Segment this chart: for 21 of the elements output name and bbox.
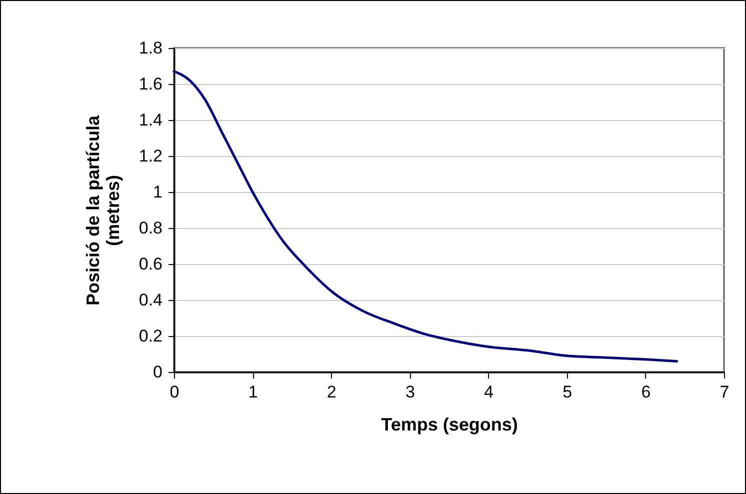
y-axis-title: Posició de la partícula (metres)	[82, 114, 123, 306]
x-tick-label: 1	[248, 382, 258, 402]
y-tick-label: 1.8	[138, 38, 162, 58]
y-tick-label: 1.6	[138, 74, 162, 94]
y-tick-label: 0.4	[138, 290, 162, 310]
x-tick-label: 5	[562, 382, 572, 402]
y-tick-label: 0	[153, 362, 162, 382]
line-series	[172, 70, 678, 362]
y-tick-label: 0.6	[138, 254, 162, 274]
y-tick-label: 1.4	[138, 110, 162, 130]
x-tick-label: 2	[326, 382, 336, 402]
x-tick-label: 7	[720, 382, 730, 402]
x-tick-label: 0	[170, 382, 180, 402]
y-tick-label: 1	[153, 182, 162, 202]
y-tick-label: 1.2	[138, 146, 162, 166]
x-tick-label: 3	[405, 382, 415, 402]
y-tick-label: 0.8	[138, 218, 162, 238]
y-tick-label: 0.2	[138, 326, 162, 346]
x-axis-title: Temps (segons)	[381, 414, 518, 434]
x-tick-label: 6	[641, 382, 651, 402]
x-tick-label: 4	[484, 382, 494, 402]
